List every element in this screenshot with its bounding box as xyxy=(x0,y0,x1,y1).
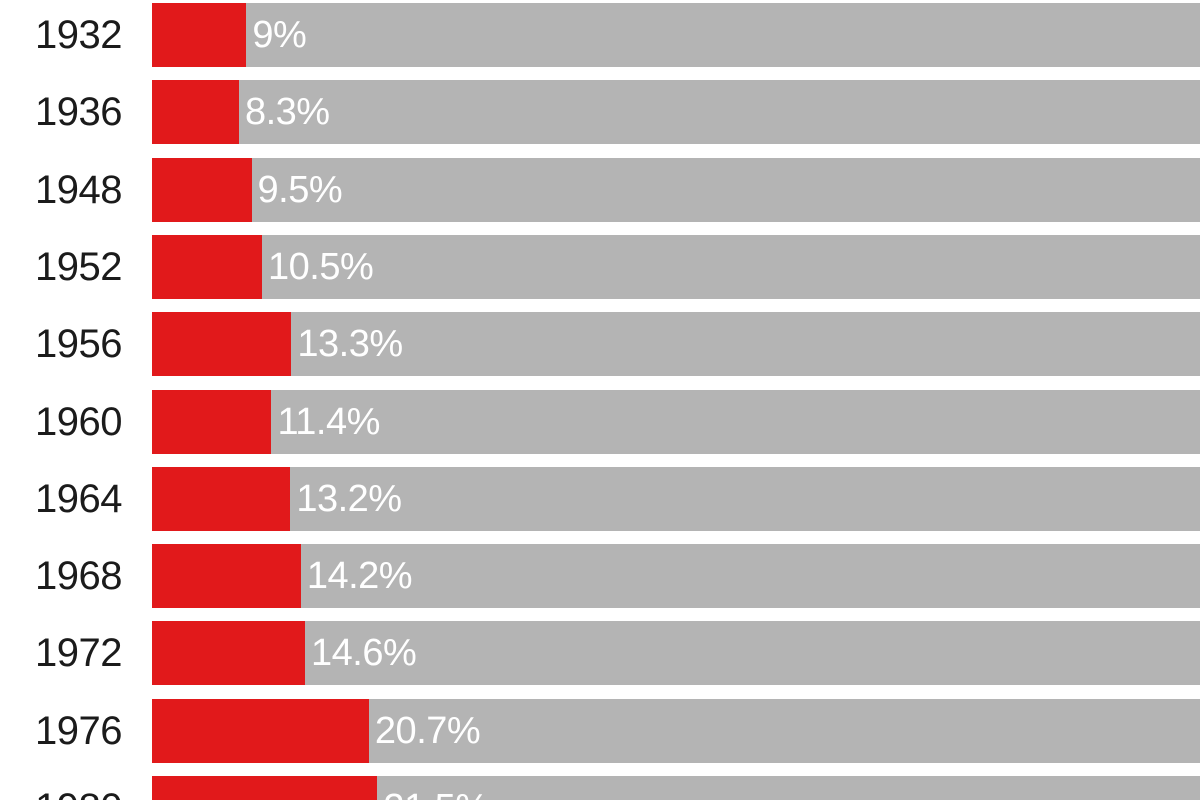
year-label: 1960 xyxy=(35,400,122,444)
bar xyxy=(152,776,378,800)
bar xyxy=(152,158,252,222)
bar xyxy=(152,544,301,608)
year-label: 1932 xyxy=(35,13,122,57)
value-label: 8.3% xyxy=(244,91,330,133)
year-label: 1956 xyxy=(35,322,122,366)
bar xyxy=(152,621,305,685)
year-label: 1936 xyxy=(35,90,122,134)
value-label: 9% xyxy=(252,14,307,56)
bar xyxy=(152,390,272,454)
value-label: 9.5% xyxy=(257,169,343,211)
bar-row: 1964 13.2% xyxy=(0,467,1200,531)
bar-row: 1976 20.7% xyxy=(0,699,1200,763)
value-label: 14.2% xyxy=(306,555,413,597)
year-label: 1980 xyxy=(0,776,122,800)
bar-track: 20.7% xyxy=(152,699,1200,763)
value-label: 11.4% xyxy=(277,401,380,443)
bar-row: 1956 13.3% xyxy=(0,312,1200,376)
bar-track: 11.4% xyxy=(152,390,1200,454)
bar xyxy=(152,467,291,531)
bar-row: 1968 14.2% xyxy=(0,544,1200,608)
bar-track: 14.6% xyxy=(152,621,1200,685)
bar-track: 14.2% xyxy=(152,544,1200,608)
bar xyxy=(152,699,369,763)
year-label: 1948 xyxy=(35,168,122,212)
bar-row: 1936 8.3% xyxy=(0,80,1200,144)
value-label: 13.2% xyxy=(296,478,402,520)
value-label: 13.3% xyxy=(297,323,403,365)
bar-track: 13.2% xyxy=(152,467,1200,531)
bar xyxy=(152,80,239,144)
bar-track: 13.3% xyxy=(152,312,1200,376)
year-label: 1976 xyxy=(35,709,122,753)
bar-track: 8.3% xyxy=(152,80,1200,144)
value-label: 10.5% xyxy=(268,246,374,288)
bar-track: 9% xyxy=(152,3,1200,67)
bar-track: 21.5% xyxy=(152,776,1200,800)
bar xyxy=(152,235,263,299)
year-label: 1972 xyxy=(35,631,122,675)
bar xyxy=(152,3,247,67)
year-label: 1952 xyxy=(35,245,122,289)
bar-row: 1948 9.5% xyxy=(0,158,1200,222)
bar-track: 10.5% xyxy=(152,235,1200,299)
year-label: 1968 xyxy=(35,554,122,598)
bar xyxy=(152,312,292,376)
bar-track: 9.5% xyxy=(152,158,1200,222)
value-label: 14.6% xyxy=(311,632,417,674)
value-label: 21.5% xyxy=(383,776,489,800)
bar-row: 1980 21.5% xyxy=(0,776,1200,800)
bar-row: 1972 14.6% xyxy=(0,621,1200,685)
year-label: 1964 xyxy=(35,477,122,521)
bar-row: 1932 9% xyxy=(0,3,1200,67)
bar-row: 1960 11.4% xyxy=(0,390,1200,454)
bar-row: 1952 10.5% xyxy=(0,235,1200,299)
value-label: 20.7% xyxy=(374,710,481,752)
